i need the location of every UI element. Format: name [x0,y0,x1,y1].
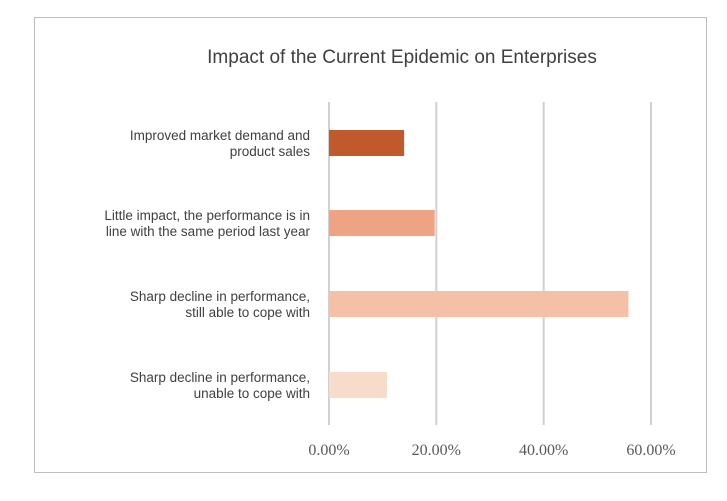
category-label-2-line-2: line with the same period last year [106,224,311,239]
category-label-1-line-2: product sales [230,144,311,159]
bar-4 [329,372,387,398]
bars [329,130,629,398]
x-tick-label-0: 0.00% [308,442,349,459]
category-label-3-line-2: still able to cope with [185,305,310,320]
bar-2 [329,210,435,236]
x-tick-label-2: 40.00% [519,442,568,459]
category-label-2-line-1: Little impact, the performance is in [104,208,310,223]
x-tick-label-3: 60.00% [626,442,675,459]
category-label-1-line-1: Improved market demand and [130,128,310,143]
category-label-3-line-1: Sharp decline in performance, [130,289,310,304]
x-axis-ticks: 0.00% 20.00% 40.00% 60.00% [308,442,675,459]
bar-1 [329,130,405,156]
x-tick-label-1: 20.00% [412,442,461,459]
chart-title: Impact of the Current Epidemic on Enterp… [207,47,597,68]
category-label-4-line-1: Sharp decline in performance, [130,370,310,385]
bar-3 [329,291,629,317]
category-label-4-line-2: unable to cope with [194,386,310,401]
